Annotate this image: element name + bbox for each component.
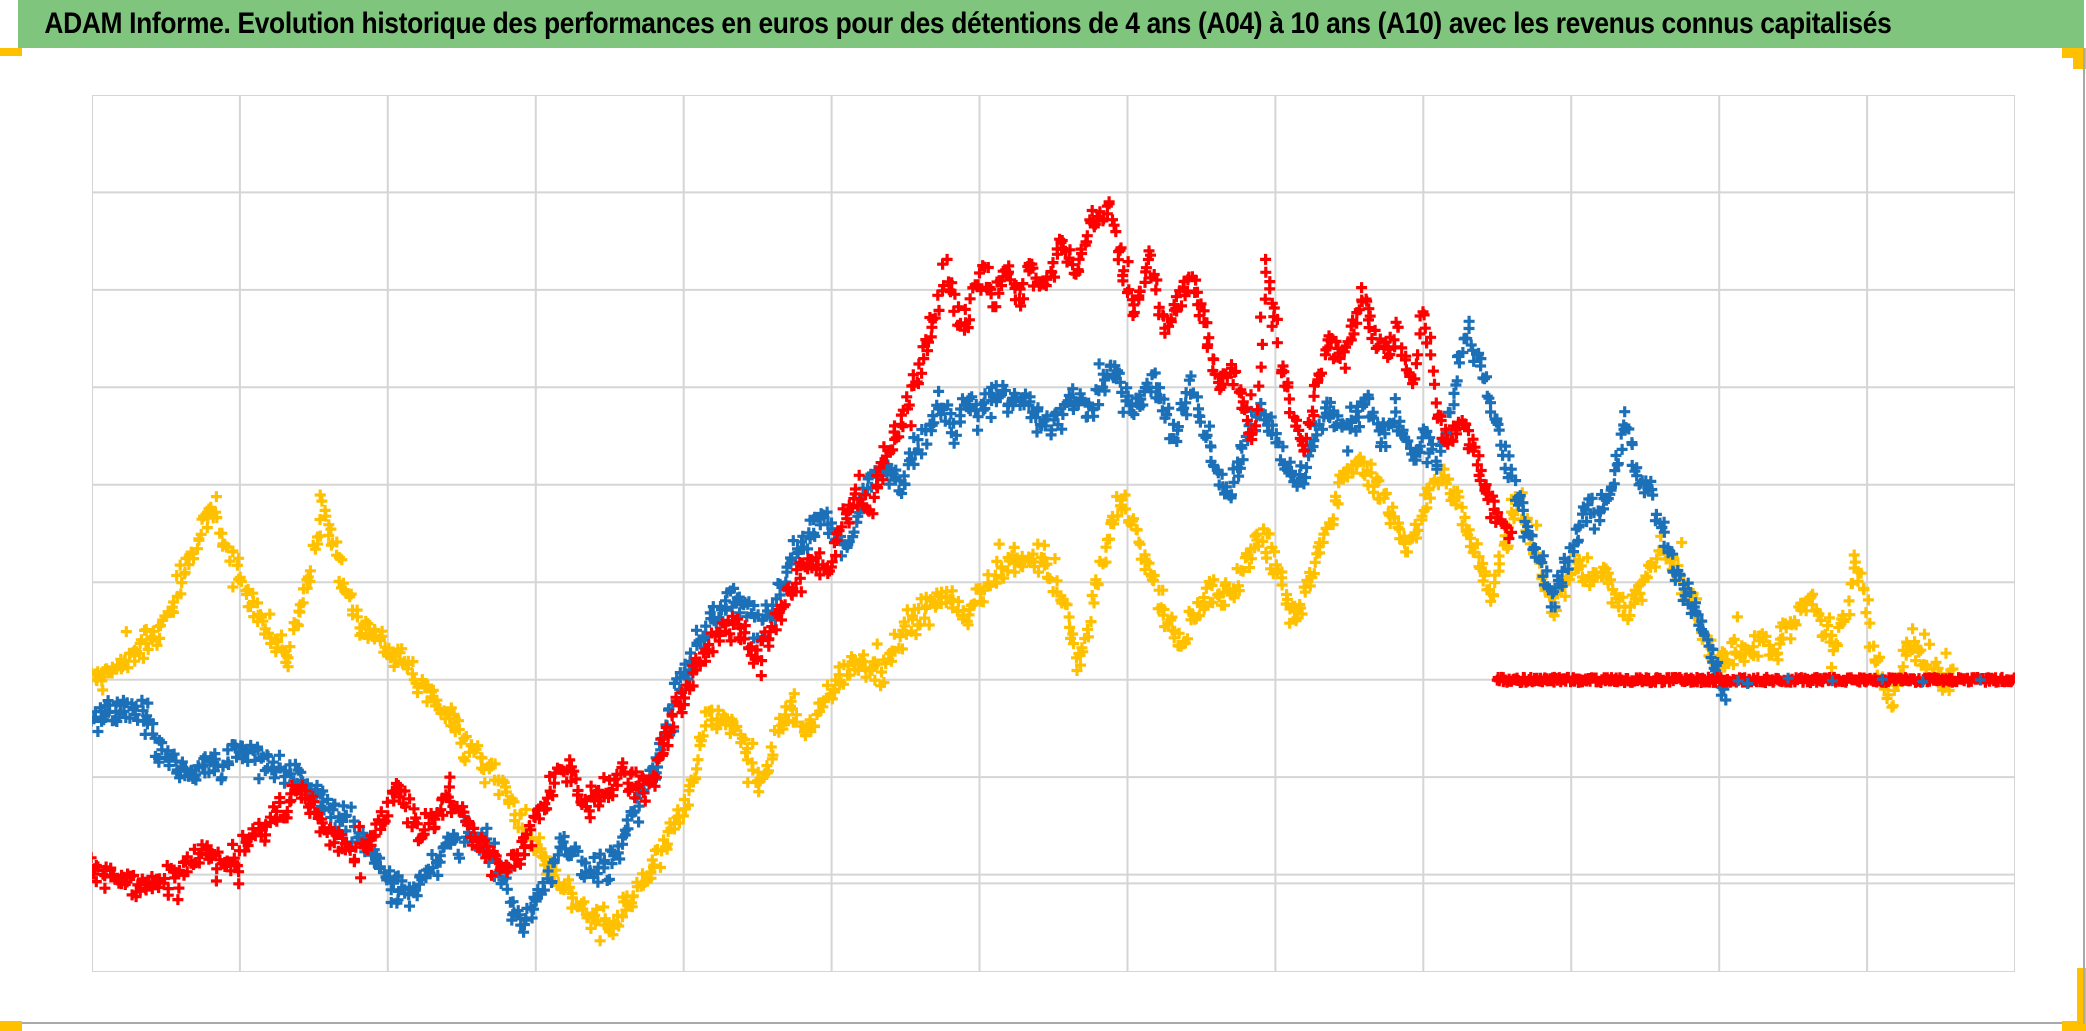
gold-series — [92, 451, 1959, 947]
performance-scatter-chart — [92, 95, 2015, 972]
page-title: ADAM Informe. Evolution historique des p… — [44, 7, 1892, 40]
chart-canvas — [92, 95, 2015, 972]
corner-accent-top-left — [0, 48, 22, 56]
corner-accent-bottom-right — [2077, 968, 2086, 1031]
red-flat-band — [1491, 671, 2015, 689]
gridlines — [92, 95, 2015, 972]
slide-bottom-edge-line — [22, 1022, 2062, 1024]
blue-strays-on-band — [1732, 672, 1986, 689]
red-series — [92, 196, 1518, 906]
corner-accent-top-right-stub — [2073, 48, 2086, 69]
title-bar: ADAM Informe. Evolution historique des p… — [18, 0, 2084, 48]
corner-accent-bottom-left — [0, 1021, 22, 1031]
corner-accent-bottom-right-foot — [2062, 1021, 2086, 1031]
slide-right-edge-line — [2083, 48, 2085, 1024]
